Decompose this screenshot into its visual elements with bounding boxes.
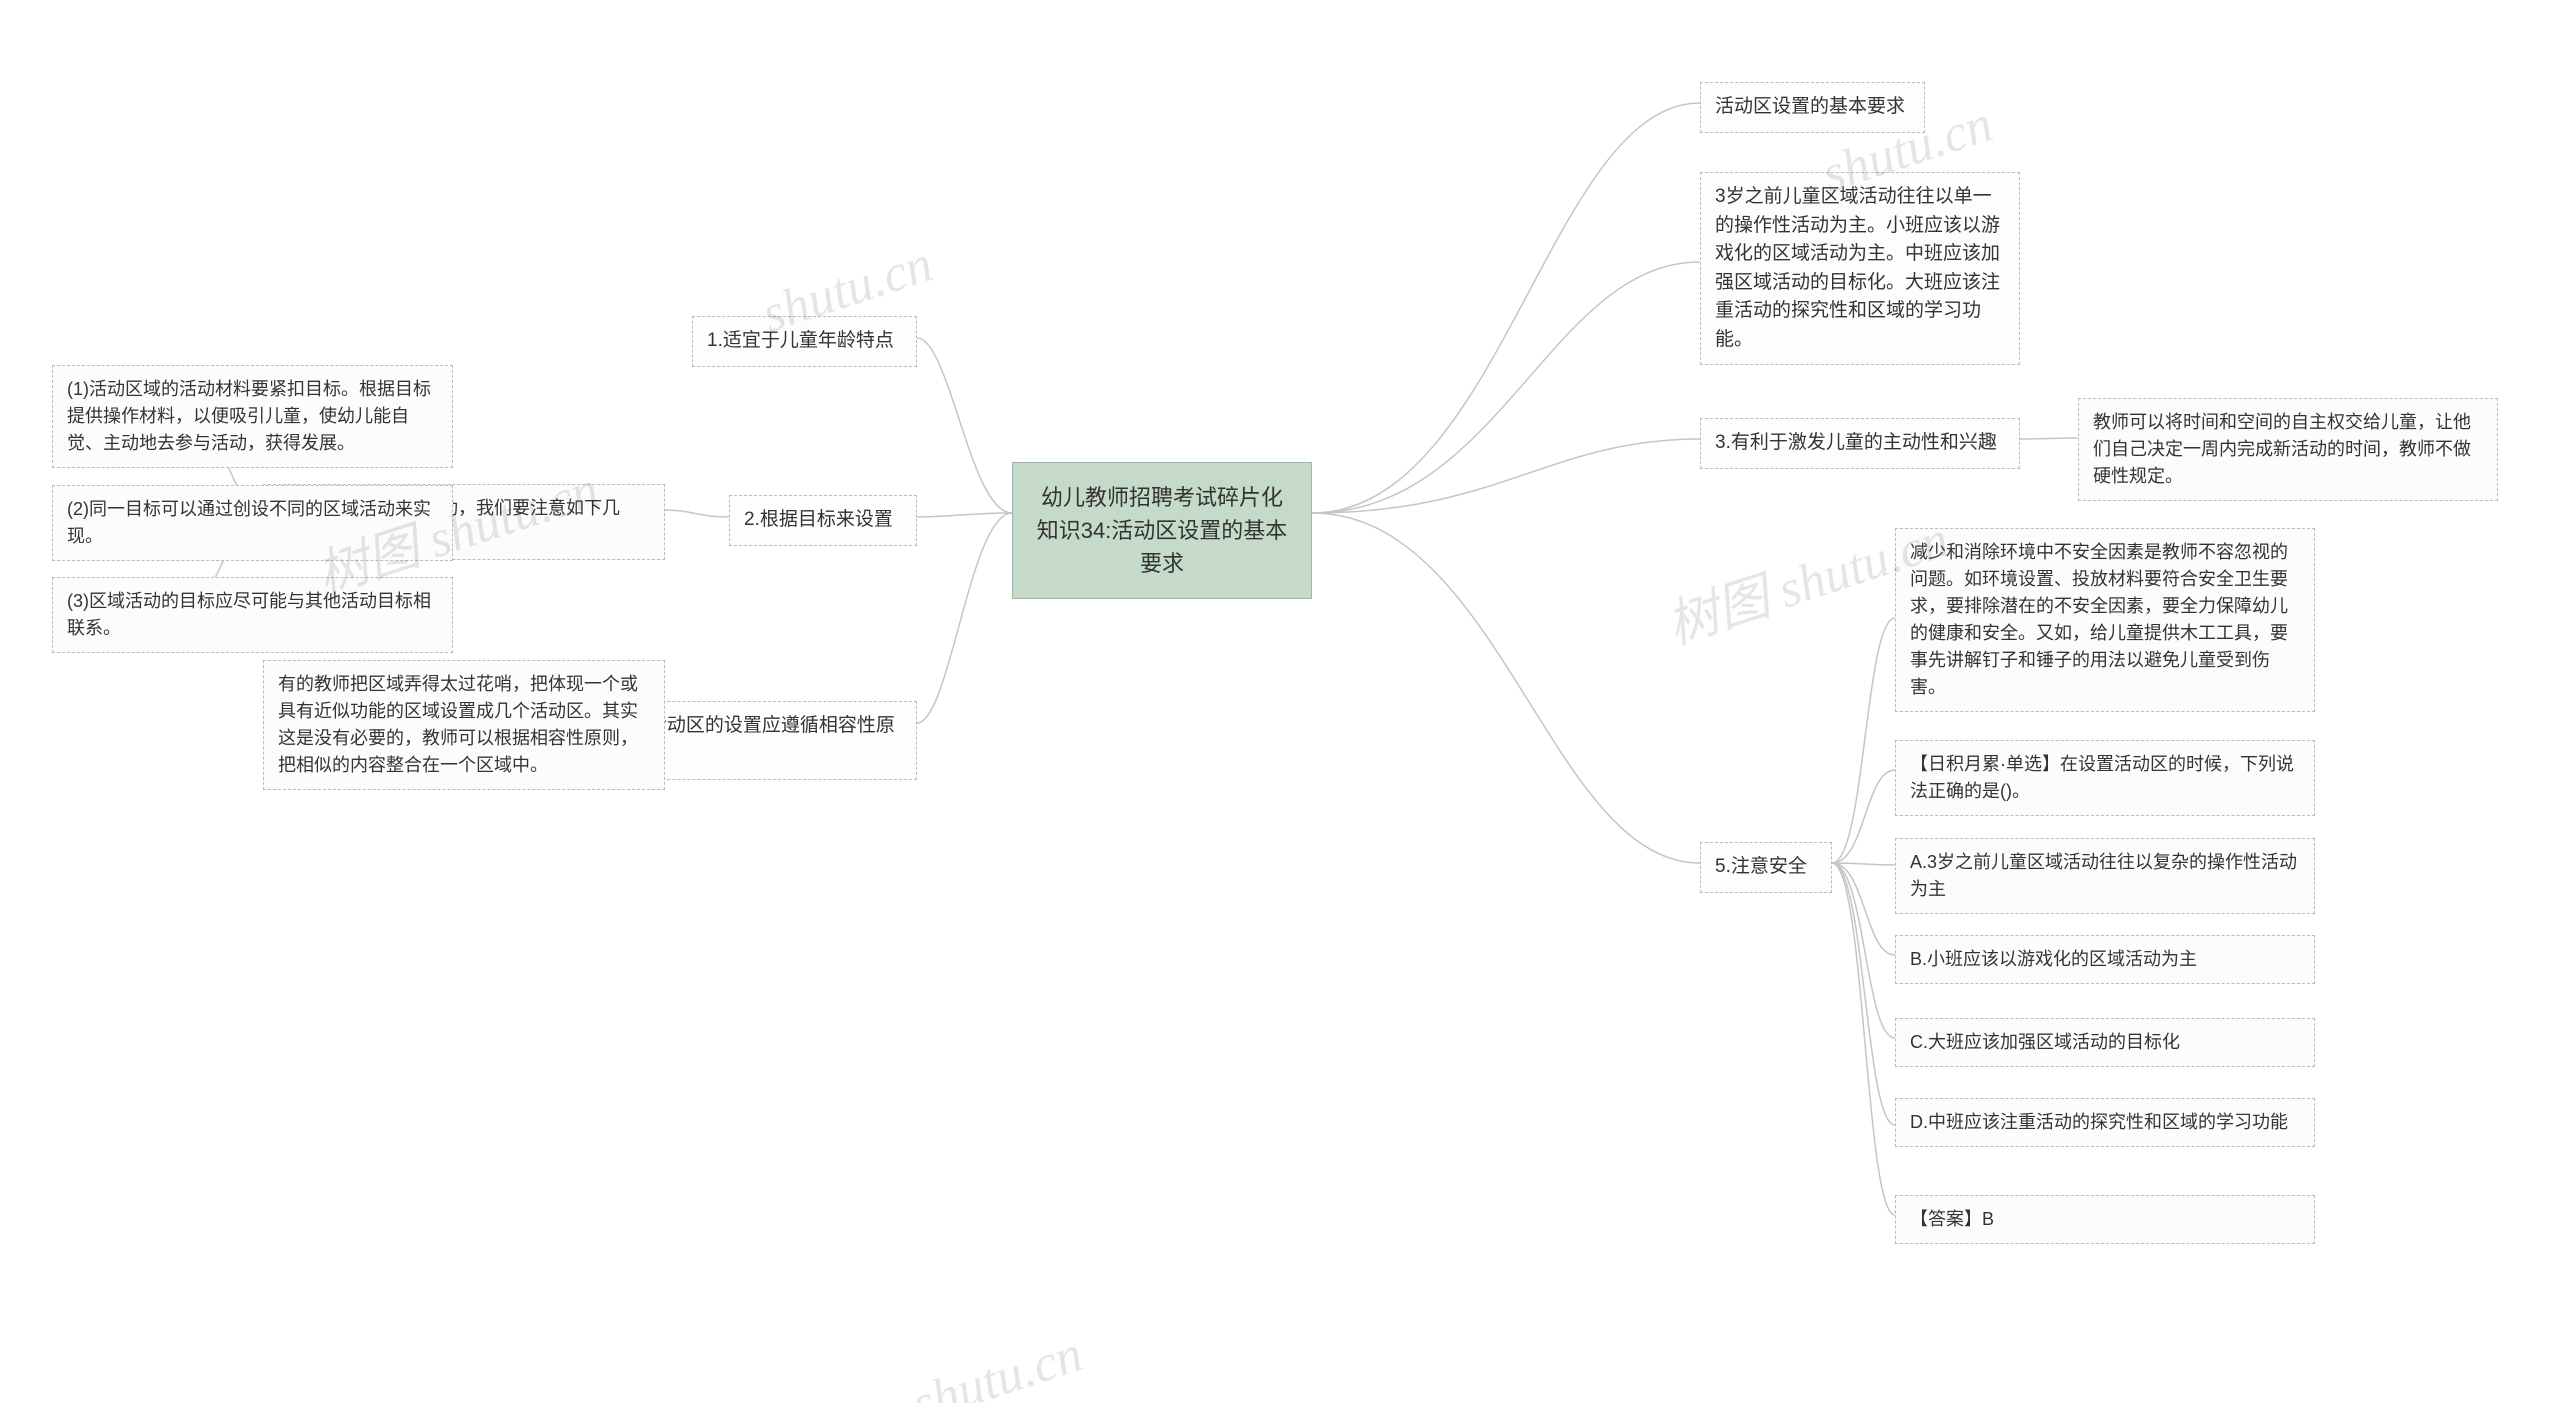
leaf-r5e: C.大班应该加强区域活动的目标化 [1895, 1018, 2315, 1067]
leaf-l2n3-text: (3)区域活动的目标应尽可能与其他活动目标相联系。 [67, 591, 431, 638]
leaf-r5a: 减少和消除环境中不安全因素是教师不容忽视的问题。如环境设置、投放材料要符合安全卫… [1895, 528, 2315, 712]
leaf-r3a-text: 教师可以将时间和空间的自主权交给儿童，让他们自己决定一周内完成新活动的时间，教师… [2093, 412, 2471, 486]
leaf-r5e-text: C.大班应该加强区域活动的目标化 [1910, 1032, 2180, 1052]
branch-right-r3-text: 3.有利于激发儿童的主动性和兴趣 [1715, 432, 1997, 453]
mindmap-root: 幼儿教师招聘考试碎片化知识34:活动区设置的基本要求 [1012, 462, 1312, 599]
leaf-r5a-text: 减少和消除环境中不安全因素是教师不容忽视的问题。如环境设置、投放材料要符合安全卫… [1910, 542, 2288, 697]
leaf-r5f-text: D.中班应该注重活动的探究性和区域的学习功能 [1910, 1112, 2288, 1132]
branch-left-l1-text: 1.适宜于儿童年龄特点 [707, 330, 894, 351]
leaf-l2n1-text: (1)活动区域的活动材料要紧扣目标。根据目标提供操作材料，以便吸引儿童，使幼儿能… [67, 379, 431, 453]
branch-right-r1-text: 3岁之前儿童区域活动往往以单一的操作性活动为主。小班应该以游戏化的区域活动为主。… [1715, 186, 2000, 350]
leaf-l2n3: (3)区域活动的目标应尽可能与其他活动目标相联系。 [52, 577, 453, 653]
leaf-r5d: B.小班应该以游戏化的区域活动为主 [1895, 935, 2315, 984]
leaf-l4a: 有的教师把区域弄得太过花哨，把体现一个或具有近似功能的区域设置成几个活动区。其实… [263, 660, 665, 790]
leaf-r5d-text: B.小班应该以游戏化的区域活动为主 [1910, 949, 2197, 969]
branch-left-l2-text: 2.根据目标来设置 [744, 509, 893, 530]
branch-right-r5: 5.注意安全 [1700, 842, 1832, 893]
branch-right-r0: 活动区设置的基本要求 [1700, 82, 1925, 133]
branch-right-r3: 3.有利于激发儿童的主动性和兴趣 [1700, 418, 2020, 469]
branch-left-l1: 1.适宜于儿童年龄特点 [692, 316, 917, 367]
branch-left-l2: 2.根据目标来设置 [729, 495, 917, 546]
watermark-4: shutu.cn [905, 1324, 1089, 1403]
leaf-r5b-text: 【日积月累·单选】在设置活动区的时候，下列说法正确的是()。 [1910, 754, 2294, 801]
root-text: 幼儿教师招聘考试碎片化知识34:活动区设置的基本要求 [1037, 485, 1288, 576]
branch-right-r1: 3岁之前儿童区域活动往往以单一的操作性活动为主。小班应该以游戏化的区域活动为主。… [1700, 172, 2020, 365]
leaf-r3a: 教师可以将时间和空间的自主权交给儿童，让他们自己决定一周内完成新活动的时间，教师… [2078, 398, 2498, 501]
leaf-r5f: D.中班应该注重活动的探究性和区域的学习功能 [1895, 1098, 2315, 1147]
branch-left-l4-text: 4.活动区的设置应遵循相容性原则 [632, 715, 895, 765]
leaf-l2n1: (1)活动区域的活动材料要紧扣目标。根据目标提供操作材料，以便吸引儿童，使幼儿能… [52, 365, 453, 468]
leaf-r5g: 【答案】B [1895, 1195, 2315, 1244]
leaf-l2n2: (2)同一目标可以通过创设不同的区域活动来实现。 [52, 485, 453, 561]
branch-right-r0-text: 活动区设置的基本要求 [1715, 96, 1905, 117]
leaf-r5c-text: A.3岁之前儿童区域活动往往以复杂的操作性活动为主 [1910, 852, 2297, 899]
leaf-r5g-text: 【答案】B [1910, 1209, 1994, 1229]
branch-right-r5-text: 5.注意安全 [1715, 856, 1807, 877]
leaf-r5b: 【日积月累·单选】在设置活动区的时候，下列说法正确的是()。 [1895, 740, 2315, 816]
leaf-r5c: A.3岁之前儿童区域活动往往以复杂的操作性活动为主 [1895, 838, 2315, 914]
leaf-l4a-text: 有的教师把区域弄得太过花哨，把体现一个或具有近似功能的区域设置成几个活动区。其实… [278, 674, 638, 775]
leaf-l2n2-text: (2)同一目标可以通过创设不同的区域活动来实现。 [67, 499, 431, 546]
